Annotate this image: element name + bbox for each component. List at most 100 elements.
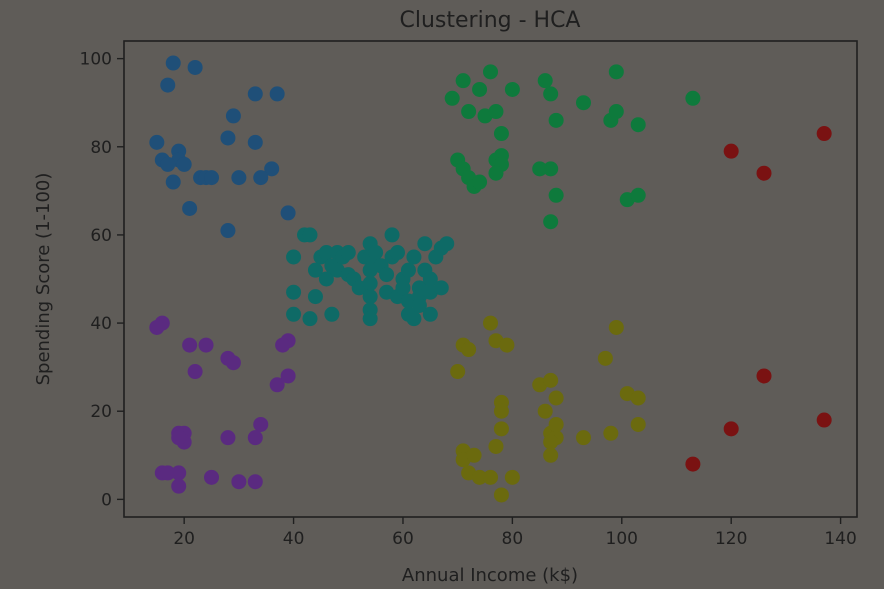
point-cluster4-20	[575, 95, 591, 111]
point-cluster2-9	[275, 337, 291, 353]
point-cluster5-32	[630, 416, 646, 432]
point-cluster1-22	[182, 200, 198, 216]
point-cluster3-33	[395, 280, 411, 296]
point-cluster2-10	[280, 368, 296, 384]
point-cluster3-50	[439, 236, 455, 252]
point-cluster1-15	[264, 161, 280, 177]
point-cluster2-13	[247, 430, 263, 446]
point-cluster5-25	[504, 469, 520, 485]
point-cluster5-6	[499, 337, 515, 353]
point-cluster3-41	[411, 297, 427, 313]
point-cluster2-6	[225, 355, 241, 371]
point-cluster4-15	[548, 112, 564, 128]
point-cluster2-24	[247, 474, 263, 490]
point-cluster2-14	[220, 430, 236, 446]
point-cluster3-55	[324, 306, 340, 322]
point-cluster5-33	[603, 425, 619, 441]
point-cluster3-51	[286, 306, 302, 322]
y-tick-label: 80	[90, 138, 112, 158]
point-cluster1-21	[165, 174, 181, 190]
point-cluster2-11	[269, 377, 285, 393]
y-tick-label: 60	[90, 226, 112, 246]
point-cluster1-7	[149, 134, 165, 150]
point-cluster3-3	[302, 227, 318, 243]
point-cluster6-4	[756, 368, 772, 384]
point-cluster5-16	[493, 403, 509, 419]
point-cluster5-24	[483, 469, 498, 485]
point-cluster5-13	[543, 434, 559, 450]
point-cluster1-1	[165, 55, 181, 71]
point-cluster4-16	[543, 161, 559, 177]
point-cluster4-19	[543, 214, 559, 230]
point-cluster5-31	[630, 390, 646, 406]
x-tick-label: 140	[824, 529, 856, 549]
point-cluster2-23	[231, 474, 247, 490]
point-cluster3-54	[307, 289, 323, 305]
point-cluster2-20	[160, 465, 176, 481]
point-cluster1-8	[220, 130, 236, 146]
point-cluster1-23	[280, 205, 296, 221]
point-cluster4-14	[543, 86, 559, 102]
point-cluster6-7	[685, 456, 701, 472]
point-cluster1-19	[231, 170, 247, 186]
point-cluster5-29	[608, 319, 624, 335]
point-cluster6-1	[723, 143, 739, 159]
point-cluster3-23	[362, 311, 378, 327]
point-cluster5-8	[543, 372, 559, 388]
point-cluster3-13	[340, 245, 356, 261]
point-cluster6-5	[816, 412, 832, 428]
point-cluster3-7	[318, 271, 334, 287]
point-cluster4-13	[537, 73, 553, 89]
point-cluster6-6	[723, 421, 739, 437]
point-cluster3-49	[433, 280, 449, 296]
point-cluster5-14	[543, 447, 559, 463]
point-cluster4-27	[685, 90, 701, 106]
point-cluster1-9	[247, 134, 263, 150]
point-cluster4-17	[532, 161, 548, 177]
point-cluster6-3	[816, 126, 832, 142]
point-cluster5-34	[548, 416, 564, 432]
x-axis-ticks: 20 40 60 80 100 120 140	[173, 517, 857, 549]
point-cluster3-38	[406, 311, 422, 327]
data-points	[149, 55, 832, 503]
point-cluster5-2	[461, 342, 477, 358]
point-cluster4-18	[548, 187, 564, 203]
point-cluster1-2	[187, 59, 203, 75]
y-tick-label: 0	[101, 490, 112, 510]
point-cluster3-34	[400, 262, 416, 278]
point-cluster1-5	[269, 86, 285, 102]
point-cluster5-4	[483, 315, 498, 331]
point-cluster5-21	[466, 447, 482, 463]
y-tick-label: 20	[90, 402, 112, 422]
point-cluster2-18	[171, 430, 187, 446]
point-cluster5-23	[472, 469, 488, 485]
point-cluster4-33	[488, 165, 504, 181]
point-cluster4-6	[483, 64, 498, 80]
point-cluster2-4	[198, 337, 214, 353]
point-cluster5-9	[537, 403, 553, 419]
point-cluster3-42	[417, 236, 433, 252]
point-cluster1-14	[176, 156, 192, 172]
point-cluster3-53	[302, 311, 318, 327]
point-cluster3-6	[318, 245, 334, 261]
chart-title: Clustering - HCA	[400, 8, 581, 33]
point-cluster3-44	[422, 271, 438, 287]
point-cluster4-32	[472, 174, 488, 190]
point-cluster2-25	[171, 478, 187, 494]
point-cluster5-3	[450, 364, 466, 380]
point-cluster3-1	[286, 249, 302, 265]
point-cluster2-2	[149, 319, 165, 335]
point-cluster3-21	[362, 289, 378, 305]
x-tick-label: 60	[392, 529, 414, 549]
plot-frame	[123, 40, 858, 518]
point-cluster2-21	[171, 465, 187, 481]
point-cluster4-3	[461, 104, 477, 120]
point-cluster2-7	[187, 364, 203, 380]
point-cluster1-13	[160, 156, 176, 172]
point-cluster4-12	[504, 81, 520, 97]
point-cluster5-28	[597, 350, 613, 366]
point-cluster1-18	[204, 170, 220, 186]
point-cluster1-6	[225, 108, 241, 124]
point-cluster5-18	[488, 438, 504, 454]
